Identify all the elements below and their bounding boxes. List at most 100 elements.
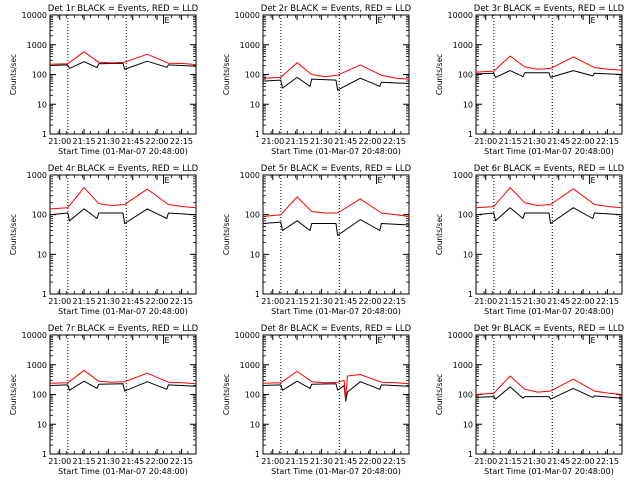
series-line-lld xyxy=(49,187,197,210)
x-tick-label: 22:15 xyxy=(170,137,193,146)
y-tick-label: 100 xyxy=(32,211,47,220)
annotation-label: E xyxy=(165,336,170,345)
series-line-lld xyxy=(262,62,410,80)
y-tick-label: 1 xyxy=(468,450,473,459)
x-tick-label: 22:15 xyxy=(596,457,619,466)
x-tick-label: 21:30 xyxy=(310,297,333,306)
plot-frame xyxy=(49,174,197,295)
x-tick-label: 21:15 xyxy=(499,137,522,146)
annotation-label: E xyxy=(165,16,170,25)
y-tick-label: 10 xyxy=(37,250,47,259)
x-tick-label: 22:00 xyxy=(572,457,595,466)
y-tick-label: 10 xyxy=(250,100,260,109)
series-line-events xyxy=(262,380,410,402)
annotation-label: E xyxy=(591,176,596,185)
y-tick-label: 100 xyxy=(245,391,260,400)
series-line-lld xyxy=(262,370,410,400)
y-tick-label: 10 xyxy=(463,250,473,259)
x-tick-label: 21:15 xyxy=(73,137,96,146)
y-tick-label: 100 xyxy=(32,71,47,80)
x-tick-label: 21:45 xyxy=(547,457,570,466)
x-tick-label: 21:15 xyxy=(499,297,522,306)
x-axis-label: Start Time (01-Mar-07 20:48:00) xyxy=(271,147,401,156)
x-tick-label: 21:30 xyxy=(523,457,546,466)
x-tick-label: 21:00 xyxy=(48,457,71,466)
plot-frame xyxy=(475,174,623,295)
x-tick-label: 21:00 xyxy=(48,137,71,146)
x-tick-label: 22:15 xyxy=(170,457,193,466)
y-axis-label: Counts/sec xyxy=(222,374,231,415)
plot-frame xyxy=(475,14,623,135)
x-tick-label: 22:15 xyxy=(383,457,406,466)
y-axis-label: Counts/sec xyxy=(9,54,18,95)
x-tick-label: 21:30 xyxy=(97,137,120,146)
y-tick-label: 1000 xyxy=(27,171,47,180)
y-tick-label: 1 xyxy=(255,130,260,139)
x-tick-label: 21:00 xyxy=(48,297,71,306)
y-tick-label: 1 xyxy=(42,290,47,299)
x-tick-label: 21:45 xyxy=(334,457,357,466)
y-tick-label: 1000 xyxy=(453,41,473,50)
annotation-label: E xyxy=(591,336,596,345)
chart-title: Det 4r BLACK = Events, RED = LLD xyxy=(48,164,199,174)
annotation-label: E xyxy=(378,176,383,185)
chart-panel-det9: Det 9r BLACK = Events, RED = LLD E 1 10 100 1… xyxy=(435,324,625,476)
series-line-lld xyxy=(475,375,623,395)
chart-panel-det3: Det 3r BLACK = Events, RED = LLD E 1 10 100 1… xyxy=(435,4,625,156)
x-axis-label: Start Time (01-Mar-07 20:48:00) xyxy=(271,307,401,316)
x-tick-label: 21:00 xyxy=(261,297,284,306)
chart-title: Det 5r BLACK = Events, RED = LLD xyxy=(261,164,412,174)
x-tick-label: 22:15 xyxy=(170,297,193,306)
y-tick-label: 10000 xyxy=(235,331,260,340)
y-tick-label: 10 xyxy=(250,420,260,429)
y-tick-label: 10000 xyxy=(448,11,473,20)
plot-frame xyxy=(262,174,410,295)
chart-panel-det8: Det 8r BLACK = Events, RED = LLD E 1 10 100 1… xyxy=(222,324,412,476)
x-axis-label: Start Time (01-Mar-07 20:48:00) xyxy=(484,147,614,156)
plot-frame xyxy=(475,334,623,455)
x-axis-label: Start Time (01-Mar-07 20:48:00) xyxy=(271,467,401,476)
series-line-events xyxy=(262,219,410,236)
series-line-lld xyxy=(475,55,623,73)
x-tick-label: 21:45 xyxy=(334,297,357,306)
chart-panel-det7: Det 7r BLACK = Events, RED = LLD E 1 10 100 1… xyxy=(9,324,199,476)
y-tick-label: 1 xyxy=(42,450,47,459)
y-axis-label: Counts/sec xyxy=(9,214,18,255)
y-tick-label: 1000 xyxy=(240,41,260,50)
y-tick-label: 10 xyxy=(37,420,47,429)
chart-panel-det5: Det 5r BLACK = Events, RED = LLD E 1 10 100 1… xyxy=(222,164,412,316)
x-tick-label: 22:15 xyxy=(596,297,619,306)
chart-title: Det 1r BLACK = Events, RED = LLD xyxy=(48,4,199,14)
y-tick-label: 1000 xyxy=(453,171,473,180)
x-tick-label: 22:15 xyxy=(596,137,619,146)
x-axis-label: Start Time (01-Mar-07 20:48:00) xyxy=(58,147,188,156)
x-tick-label: 22:00 xyxy=(359,457,382,466)
y-tick-label: 10000 xyxy=(235,11,260,20)
y-tick-label: 100 xyxy=(458,71,473,80)
y-tick-label: 10 xyxy=(463,100,473,109)
x-tick-label: 21:45 xyxy=(121,457,144,466)
chart-panel-det6: Det 6r BLACK = Events, RED = LLD E 1 10 100 1… xyxy=(435,164,625,316)
y-tick-label: 10000 xyxy=(448,331,473,340)
series-line-events xyxy=(262,76,410,91)
x-tick-label: 21:30 xyxy=(97,457,120,466)
chart-title: Det 6r BLACK = Events, RED = LLD xyxy=(474,164,625,174)
x-tick-label: 21:30 xyxy=(523,137,546,146)
y-tick-label: 1 xyxy=(468,130,473,139)
x-tick-label: 22:15 xyxy=(383,297,406,306)
y-tick-label: 100 xyxy=(458,391,473,400)
x-tick-label: 21:45 xyxy=(334,137,357,146)
series-line-events xyxy=(475,70,623,78)
x-tick-label: 22:00 xyxy=(572,297,595,306)
x-tick-label: 21:15 xyxy=(286,137,309,146)
chart-title: Det 9r BLACK = Events, RED = LLD xyxy=(474,324,625,334)
x-tick-label: 22:00 xyxy=(359,297,382,306)
x-tick-label: 21:45 xyxy=(547,297,570,306)
chart-title: Det 2r BLACK = Events, RED = LLD xyxy=(261,4,412,14)
plot-frame xyxy=(49,14,197,135)
y-tick-label: 1000 xyxy=(240,361,260,370)
series-line-events xyxy=(49,208,197,224)
y-axis-label: Counts/sec xyxy=(435,214,444,255)
chart-title: Det 3r BLACK = Events, RED = LLD xyxy=(474,4,625,14)
x-tick-label: 21:30 xyxy=(310,137,333,146)
